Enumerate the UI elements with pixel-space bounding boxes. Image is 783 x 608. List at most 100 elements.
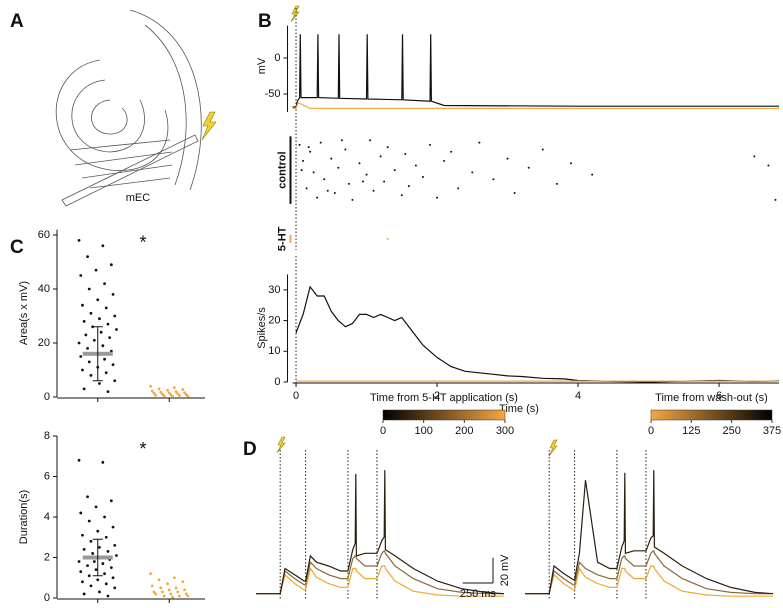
spike [478, 141, 481, 144]
colorbar-tick-label: 100 [414, 425, 432, 437]
y-tick-label: 0 [274, 52, 280, 64]
y-axis-label: Spikes/s [256, 307, 268, 349]
point [169, 592, 173, 596]
colorbar-tick-label: 125 [682, 425, 700, 437]
stim-icon [201, 111, 217, 141]
point [96, 298, 100, 302]
point [89, 539, 93, 543]
point [94, 505, 98, 509]
spike [513, 192, 516, 194]
point [79, 511, 83, 515]
point [81, 580, 84, 584]
point [96, 578, 100, 582]
point [106, 594, 110, 598]
annotation: * [139, 232, 146, 252]
point [111, 363, 115, 366]
point [94, 268, 98, 272]
spike [386, 237, 389, 240]
point [115, 554, 118, 557]
spike [421, 175, 424, 178]
spike [379, 155, 382, 158]
colorbar-tick-label: 200 [455, 425, 473, 437]
point [166, 388, 169, 392]
point [84, 333, 88, 337]
colorbar-tick-label: 0 [380, 425, 386, 437]
point [92, 338, 96, 342]
group-label: 5-HT [276, 226, 288, 251]
point [108, 336, 112, 339]
point [98, 382, 101, 385]
trace [292, 34, 779, 108]
spike [307, 146, 310, 149]
point [106, 322, 110, 326]
spike [316, 196, 319, 199]
error-bar [92, 326, 103, 382]
y-tick-label: 0 [44, 592, 50, 604]
spike [323, 178, 326, 181]
point [150, 389, 154, 393]
spike [404, 153, 407, 156]
y-tick-label: 20 [268, 314, 280, 326]
spike [362, 180, 365, 183]
y-tick-label: 60 [38, 229, 50, 241]
point [106, 390, 110, 393]
trace [525, 470, 774, 595]
point [181, 580, 185, 584]
point [152, 391, 156, 395]
point [149, 384, 152, 388]
point [186, 394, 190, 398]
spike [372, 189, 375, 192]
outline [144, 24, 187, 186]
point [161, 590, 164, 594]
trace [525, 550, 773, 595]
point [89, 584, 93, 588]
spike [340, 139, 343, 142]
point [81, 533, 84, 537]
point [152, 590, 156, 594]
trace [256, 470, 505, 595]
point [109, 263, 113, 267]
point [96, 529, 100, 533]
point [178, 394, 181, 398]
spike [330, 157, 333, 160]
point [174, 390, 178, 393]
point [94, 568, 98, 572]
spike [309, 150, 312, 153]
point [162, 394, 166, 398]
region-label: mEC [126, 192, 151, 204]
point [103, 515, 106, 519]
y-tick-label: 20 [38, 337, 50, 349]
spike [492, 178, 495, 181]
y-axis-label: Area(s x mV) [18, 281, 30, 345]
point [115, 328, 118, 331]
spike [555, 182, 558, 185]
trace [256, 565, 504, 597]
point [77, 560, 81, 563]
y-tick-label: 6 [44, 470, 50, 482]
colorbar [382, 409, 506, 421]
x-tick-label: 2 [434, 390, 440, 402]
colorbar-tick-label: 375 [763, 425, 781, 437]
spike [347, 182, 350, 185]
spike [774, 198, 777, 201]
point [150, 584, 154, 588]
point [171, 595, 175, 599]
point [91, 552, 95, 555]
point [82, 548, 86, 551]
point [82, 320, 86, 323]
y-tick-label: 0 [274, 376, 280, 388]
spike [319, 141, 322, 144]
point [87, 287, 91, 291]
point [103, 282, 106, 285]
spike [541, 148, 544, 151]
spike [753, 155, 756, 158]
colorbar-tick-label: 250 [722, 425, 740, 437]
spike [383, 180, 386, 183]
panel-label: C [10, 237, 24, 258]
colorbar-title: Time from 5-HT application (s) [370, 392, 518, 404]
point [109, 499, 113, 503]
x-axis-label: Time (s) [499, 403, 539, 415]
point [89, 374, 93, 377]
stim-icon [290, 5, 300, 23]
point [98, 545, 101, 549]
